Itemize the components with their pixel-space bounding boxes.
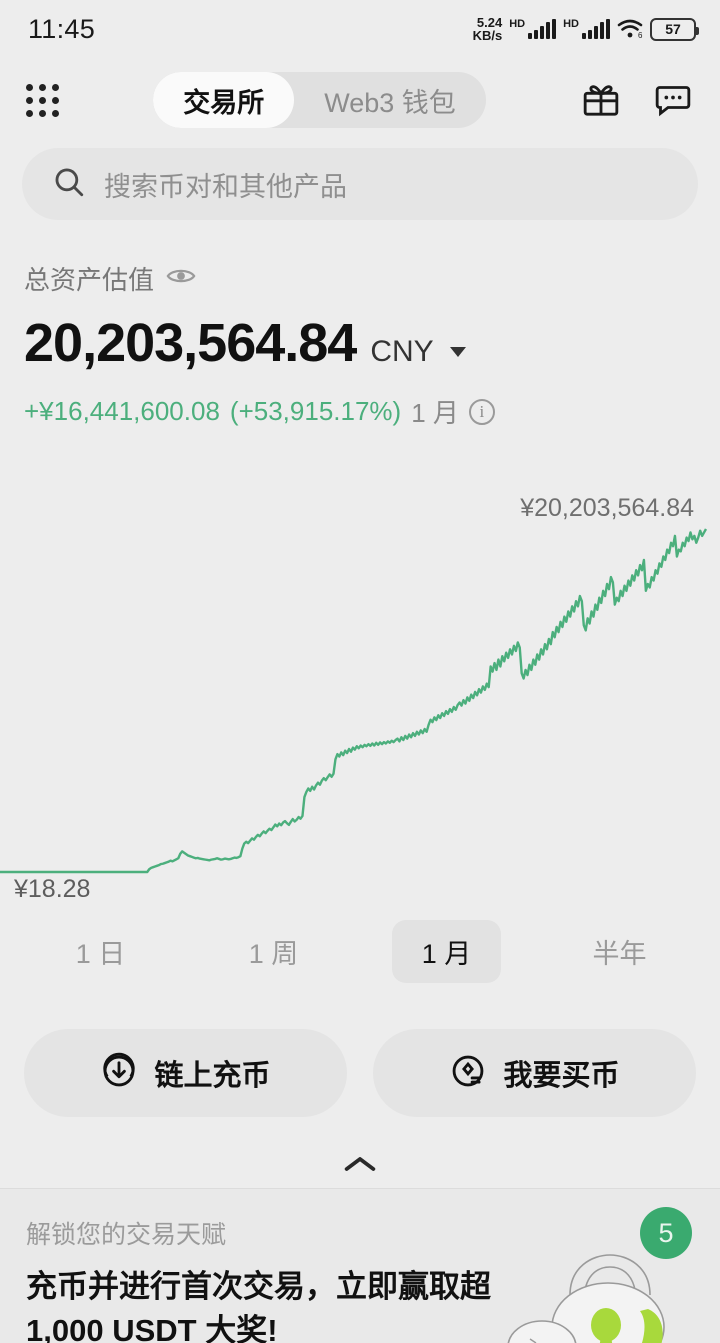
padlock-illustration <box>507 1254 665 1343</box>
eye-icon[interactable] <box>166 265 196 292</box>
promo-banner[interactable]: 解锁您的交易天赋 充币并进行首次交易，立即赢取超 1,000 USDT 大奖! … <box>0 1188 720 1343</box>
currency-label[interactable]: CNY <box>370 335 434 368</box>
app-header: 交易所 Web3 钱包 <box>0 58 720 142</box>
battery-percent: 57 <box>665 21 681 37</box>
deposit-arrow-icon <box>100 1052 138 1095</box>
network-speed-unit: KB/s <box>472 28 503 43</box>
tab-exchange[interactable]: 交易所 <box>153 72 295 128</box>
deposit-button[interactable]: 链上充币 <box>24 1029 347 1117</box>
chevron-up-icon[interactable] <box>340 1151 380 1182</box>
assets-label: 总资产估值 <box>24 265 155 295</box>
hd-label-2: HD <box>563 18 579 30</box>
buy-crypto-button[interactable]: 我要买币 <box>373 1029 696 1117</box>
search-input[interactable]: 搜索币对和其他产品 <box>22 148 698 220</box>
change-percent: (+53,915.17%) <box>229 396 402 426</box>
total-balance-row: 20,203,564.84 CNY <box>24 313 696 373</box>
chart-low-label: ¥18.28 <box>14 875 91 903</box>
assets-section: 总资产估值 20,203,564.84 CNY +¥16,441,600.08 … <box>0 220 720 430</box>
status-indicators: 5.24 KB/s HD HD 6 57 <box>473 16 699 42</box>
change-amount: +¥16,441,600.08 <box>24 396 220 426</box>
network-speed-value: 5.24 <box>476 15 503 30</box>
range-label-6m: 半年 <box>592 939 647 969</box>
range-option-1m[interactable]: 1 月 <box>360 920 533 983</box>
chart-line-svg <box>0 454 720 914</box>
signal-bars-icon-1 <box>528 19 557 39</box>
info-icon[interactable]: i <box>468 398 495 425</box>
search-placeholder: 搜索币对和其他产品 <box>104 171 347 202</box>
hd-label-1: HD <box>509 18 526 30</box>
mode-segmented-control[interactable]: 交易所 Web3 钱包 <box>153 72 486 128</box>
signal-bars-icon-2 <box>582 19 610 39</box>
search-icon <box>52 165 86 204</box>
wifi-icon: 6 <box>617 19 643 40</box>
range-option-6m[interactable]: 半年 <box>533 920 706 983</box>
balance-change-row: +¥16,441,600.08 (+53,915.17%) 1 月 i <box>24 393 696 430</box>
apps-grid-icon[interactable] <box>26 83 59 117</box>
header-actions <box>580 79 694 121</box>
range-option-1d[interactable]: 1 日 <box>14 920 187 983</box>
chart-range-selector[interactable]: 1 日 1 周 1 月 半年 <box>0 920 720 983</box>
battery-indicator: 57 <box>650 17 699 41</box>
range-option-1w[interactable]: 1 周 <box>187 920 360 983</box>
chat-bubble-icon[interactable] <box>652 79 694 121</box>
buy-crypto-icon <box>449 1052 487 1095</box>
change-period: 1 月 <box>411 398 459 428</box>
svg-text:6: 6 <box>638 31 643 39</box>
tab-web3-wallet[interactable]: Web3 钱包 <box>324 87 456 118</box>
deposit-button-label: 链上充币 <box>154 1060 271 1092</box>
status-clock: 11:45 <box>28 13 96 44</box>
network-speed-indicator: 5.24 KB/s <box>473 16 503 42</box>
gift-icon[interactable] <box>580 79 622 121</box>
range-label-1d: 1 日 <box>75 939 126 969</box>
total-balance-value: 20,203,564.84 <box>24 313 357 373</box>
range-label-1w: 1 周 <box>248 939 299 969</box>
promo-subtitle: 解锁您的交易天赋 <box>26 1221 227 1249</box>
sim2-signal-indicator: HD <box>563 19 610 39</box>
promo-badge-count: 5 <box>640 1207 692 1259</box>
buy-crypto-button-label: 我要买币 <box>503 1060 620 1092</box>
search-section: 搜索币对和其他产品 <box>0 142 720 220</box>
caret-down-icon[interactable] <box>449 347 466 357</box>
balance-chart[interactable]: ¥20,203,564.84 ¥18.28 <box>0 454 720 914</box>
range-label-1m: 1 月 <box>391 920 502 983</box>
chart-high-label: ¥20,203,564.84 <box>520 494 694 522</box>
status-bar: 11:45 5.24 KB/s HD HD 6 57 <box>0 0 720 58</box>
quick-actions: 链上充币 我要买币 <box>0 983 720 1117</box>
collapse-handle[interactable] <box>0 1117 720 1208</box>
promo-title: 充币并进行首次交易，立即赢取超 1,000 USDT 大奖! <box>26 1269 491 1343</box>
assets-label-row: 总资产估值 <box>24 260 696 297</box>
sim1-signal-indicator: HD <box>509 18 557 39</box>
